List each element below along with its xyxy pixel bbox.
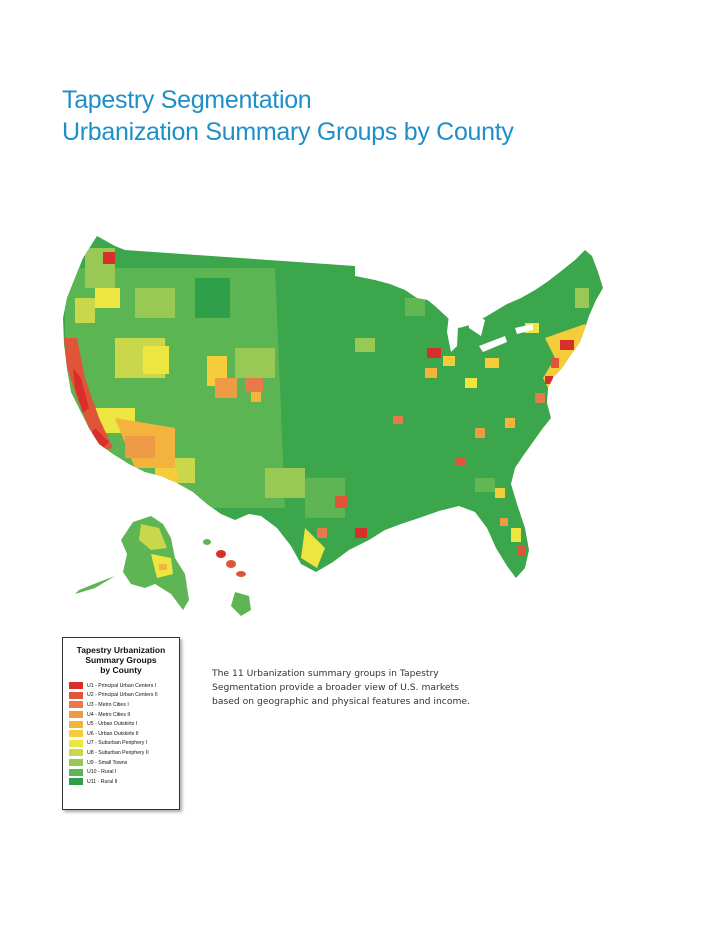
legend-item: U2 - Principal Urban Centers II: [69, 691, 179, 701]
legend-item: U8 - Suburban Periphery II: [69, 748, 179, 758]
legend-swatch: [69, 711, 83, 719]
legend-label: U3 - Metro Cities I: [87, 701, 129, 708]
map-legend: Tapestry Urbanization Summary Groups by …: [62, 637, 180, 810]
legend-label: U1 - Principal Urban Centers I: [87, 682, 157, 689]
legend-swatch: [69, 730, 83, 738]
caption-line-3: based on geographic and physical feature…: [212, 696, 470, 707]
legend-label: U2 - Principal Urban Centers II: [87, 692, 158, 699]
caption-line-1: The 11 Urbanization summary groups in Ta…: [212, 668, 439, 679]
legend-label: U4 - Metro Cities II: [87, 711, 131, 718]
legend-swatch: [69, 768, 83, 776]
legend-swatch: [69, 720, 83, 728]
page-title: Tapestry Segmentation Urbanization Summa…: [62, 84, 514, 148]
legend-item: U4 - Metro Cities II: [69, 710, 179, 720]
legend-item: U5 - Urban Outskirts I: [69, 719, 179, 729]
legend-label: U5 - Urban Outskirts I: [87, 721, 138, 728]
title-line-2: Urbanization Summary Groups by County: [62, 118, 514, 146]
legend-item: U6 - Urban Outskirts II: [69, 729, 179, 739]
hawaii: [203, 539, 251, 616]
legend-label: U6 - Urban Outskirts II: [87, 730, 139, 737]
lake-ontario: [515, 324, 533, 334]
legend-item: U11 - Rural II: [69, 777, 179, 787]
legend-swatch: [69, 739, 83, 747]
us-county-map: [63, 236, 603, 616]
legend-items: U1 - Principal Urban Centers I U2 - Prin…: [69, 681, 179, 787]
legend-label: U11 - Rural II: [87, 778, 118, 785]
title-line-1: Tapestry Segmentation: [62, 86, 312, 114]
legend-item: U7 - Suburban Periphery I: [69, 739, 179, 749]
legend-item: U9 - Small Towns: [69, 758, 179, 768]
legend-swatch: [69, 749, 83, 757]
legend-title: Tapestry Urbanization Summary Groups by …: [76, 645, 166, 675]
legend-swatch: [69, 759, 83, 767]
lake-huron: [467, 310, 485, 336]
legend-item: U1 - Principal Urban Centers I: [69, 681, 179, 691]
caption-line-2: Segmentation provide a broader view of U…: [212, 682, 459, 693]
lake-superior: [405, 286, 453, 302]
legend-label: U10 - Rural I: [87, 769, 117, 776]
legend-item: U10 - Rural I: [69, 767, 179, 777]
caption: The 11 Urbanization summary groups in Ta…: [212, 667, 470, 709]
legend-swatch: [69, 691, 83, 699]
legend-swatch: [69, 682, 83, 690]
legend-label: U9 - Small Towns: [87, 759, 128, 766]
legend-item: U3 - Metro Cities I: [69, 700, 179, 710]
legend-swatch: [69, 778, 83, 786]
legend-label: U7 - Suburban Periphery I: [87, 740, 148, 747]
lake-erie: [479, 336, 507, 352]
lake-michigan: [447, 306, 459, 352]
alaska: [75, 516, 189, 610]
legend-swatch: [69, 701, 83, 709]
legend-label: U8 - Suburban Periphery II: [87, 749, 149, 756]
